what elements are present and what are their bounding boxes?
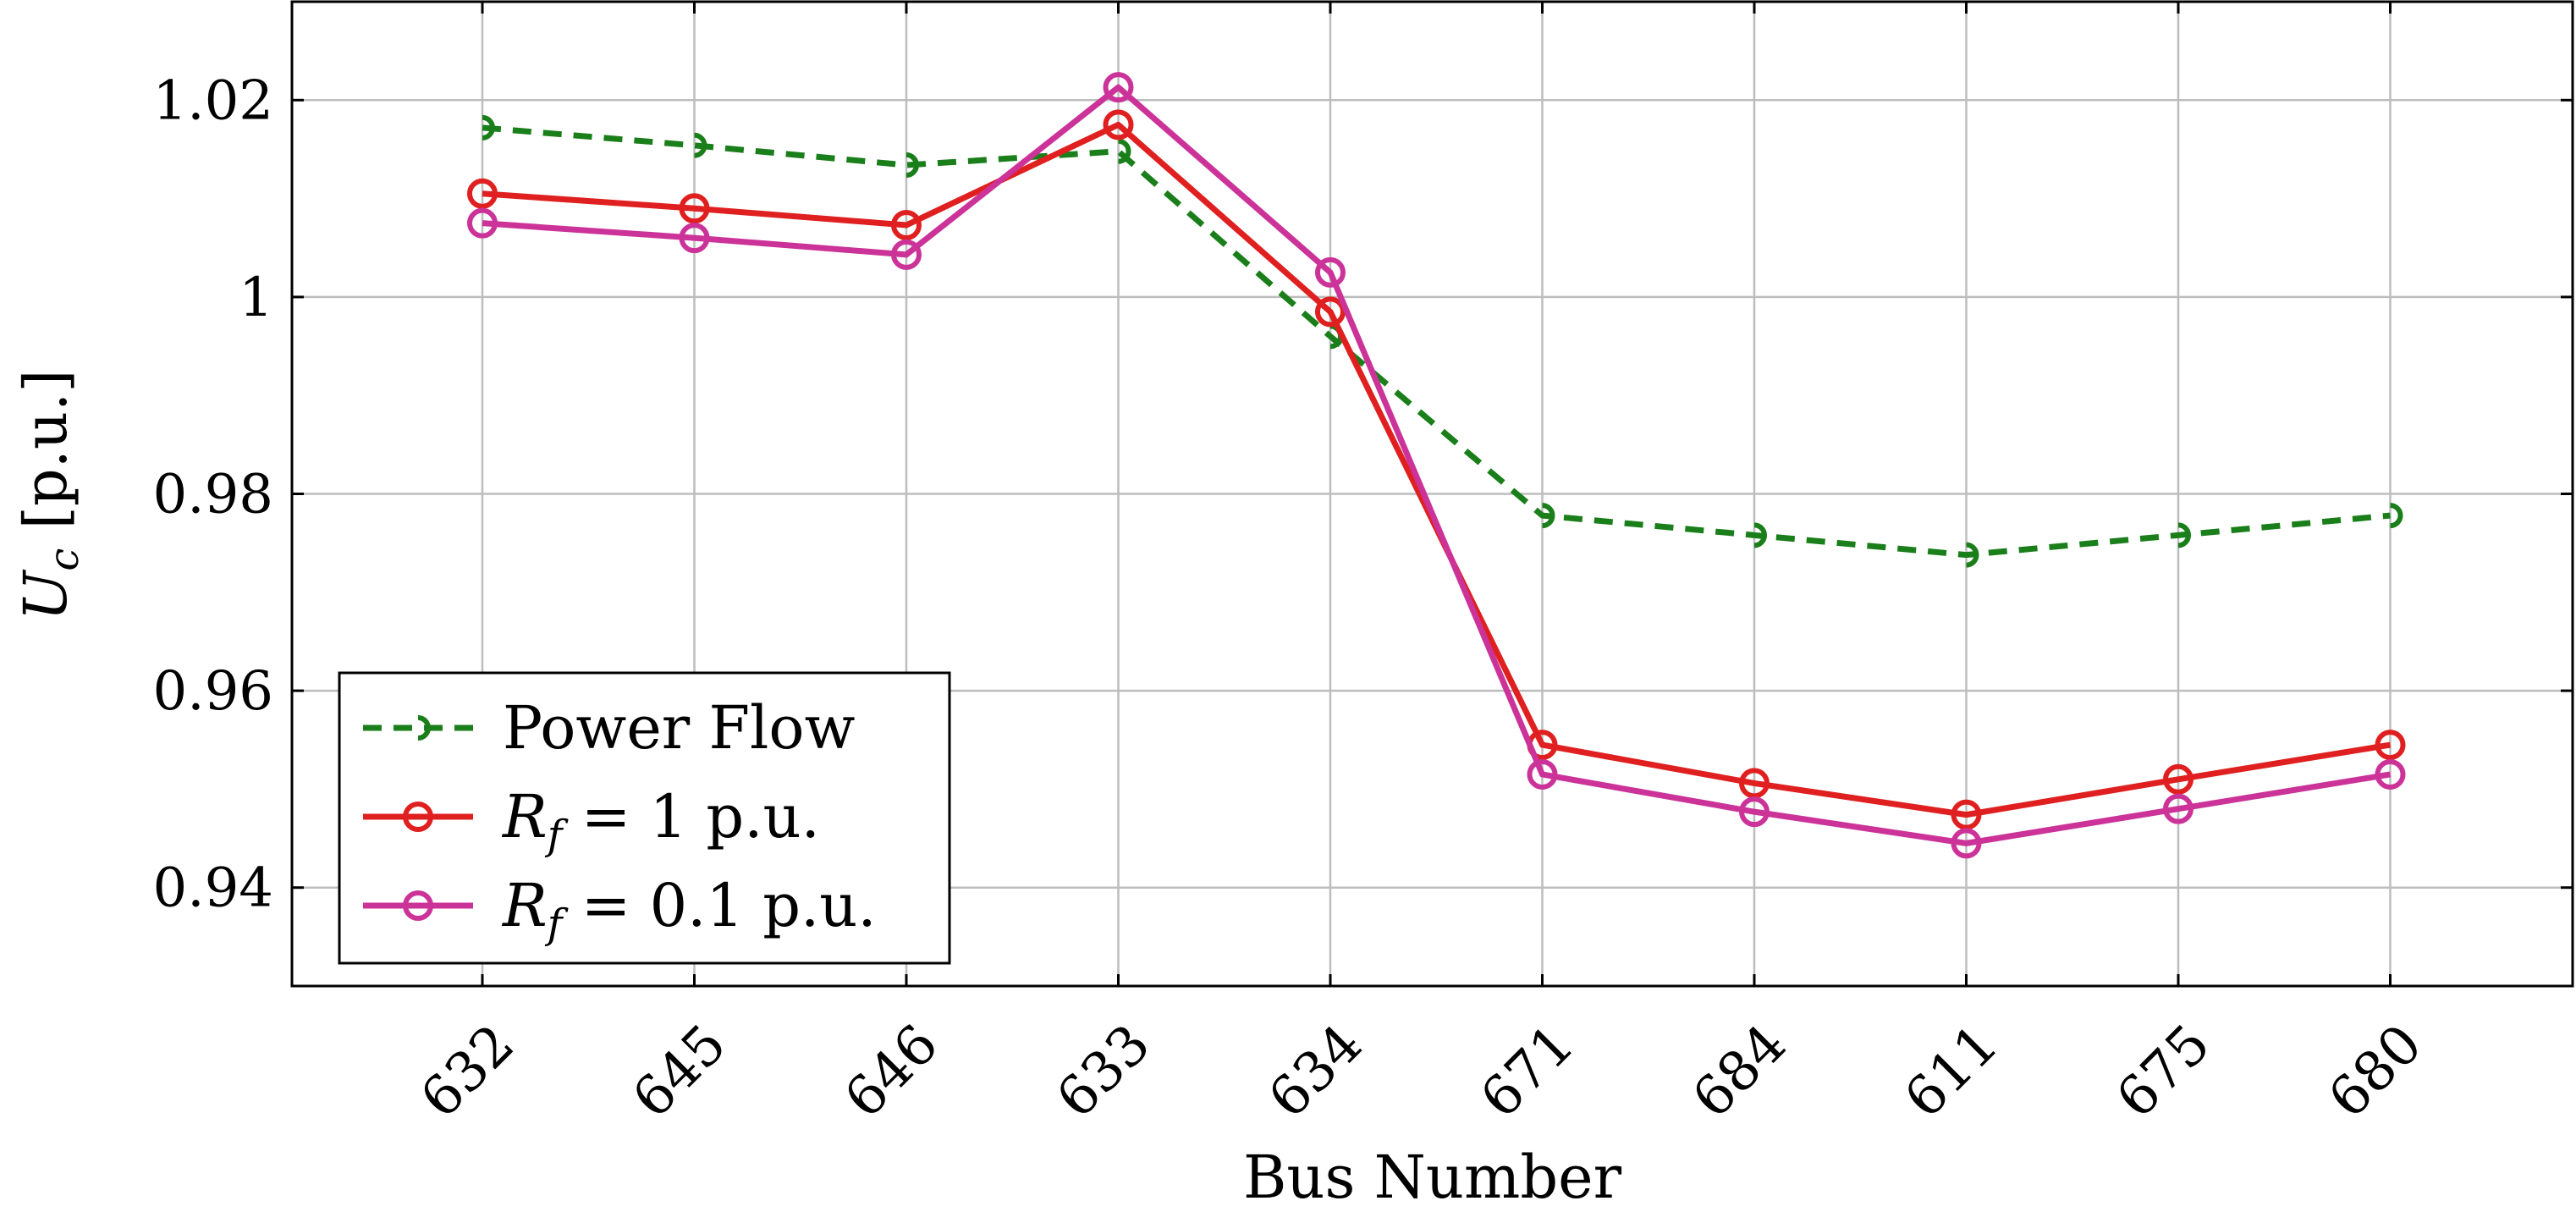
y-tick-label: 0.94 [153, 857, 274, 920]
x-tick-label: 634 [1257, 1013, 1374, 1131]
data-point [1103, 109, 1134, 140]
series-layer [467, 72, 2406, 859]
y-tick-label: 0.98 [153, 464, 274, 526]
y-tick-label: 1 [239, 267, 273, 329]
data-point [694, 132, 707, 158]
x-tick-label: 633 [1045, 1013, 1163, 1131]
legend-label: Rf = 1 p.u. [501, 782, 820, 859]
y-axis-label-sub: c [41, 548, 88, 571]
data-point [467, 207, 498, 239]
data-point [679, 193, 710, 224]
data-point [679, 223, 710, 254]
x-tick-label: 611 [1893, 1013, 2011, 1131]
legend-label-main: R [501, 871, 548, 940]
data-point [467, 178, 498, 209]
data-point [2163, 793, 2193, 824]
data-point [1951, 799, 1982, 830]
series-3 [467, 72, 2406, 859]
legend-entry: Power Flow [363, 693, 855, 763]
legend-label-rest: = 1 p.u. [562, 782, 819, 851]
data-point [2375, 758, 2406, 790]
data-point [2390, 503, 2403, 529]
data-point [891, 210, 922, 241]
legend-label-rest: = 0.1 p.u. [562, 871, 876, 940]
data-point [1315, 256, 1346, 288]
legend: Power Flow Rf = 1 p.u. Rf = 0.1 p.u. [338, 671, 951, 965]
legend-marker [417, 715, 431, 741]
x-tick-label: 684 [1681, 1013, 1798, 1131]
data-point [1103, 72, 1134, 103]
series-1 [482, 114, 2403, 568]
y-axis-ticks: 0.94 0.96 0.98 1 1.02 [153, 69, 2573, 920]
data-point [891, 239, 922, 270]
data-point [2375, 730, 2406, 761]
legend-label-main: R [501, 782, 548, 851]
y-axis-label-unit: [p.u.] [11, 369, 80, 548]
x-tick-label: 632 [409, 1013, 526, 1131]
data-point [905, 152, 919, 179]
data-point [2163, 763, 2193, 795]
legend-entry: Rf = 1 p.u. [363, 782, 820, 859]
x-axis-label: Bus Number [1243, 1143, 1622, 1212]
x-tick-label: 680 [2317, 1013, 2435, 1131]
legend-label: Power Flow [503, 693, 855, 763]
data-point [1542, 503, 1555, 529]
series-line [482, 124, 2391, 559]
data-point [1315, 296, 1346, 328]
data-point [1739, 768, 1770, 799]
x-tick-label: 671 [1469, 1013, 1587, 1131]
data-point [482, 114, 495, 140]
data-point [1753, 522, 1767, 548]
data-point [1118, 138, 1131, 164]
x-tick-label: 645 [621, 1013, 739, 1131]
legend-marker [403, 890, 433, 921]
data-point [1739, 796, 1770, 828]
y-axis-label: Uc [p.u.] [11, 369, 88, 620]
legend-entry: Rf = 0.1 p.u. [363, 871, 877, 948]
y-tick-label: 1.02 [153, 69, 274, 132]
legend-marker [403, 802, 433, 832]
x-tick-label: 646 [833, 1013, 950, 1131]
x-tick-label: 675 [2105, 1013, 2222, 1131]
data-point [2177, 522, 2191, 548]
data-point [1527, 758, 1558, 790]
data-point [1951, 828, 1982, 859]
data-point [1966, 542, 1979, 568]
y-tick-label: 0.96 [153, 660, 274, 723]
series-line [482, 84, 2392, 846]
y-axis-label-main: U [11, 570, 80, 621]
legend-label: Rf = 0.1 p.u. [501, 871, 877, 948]
